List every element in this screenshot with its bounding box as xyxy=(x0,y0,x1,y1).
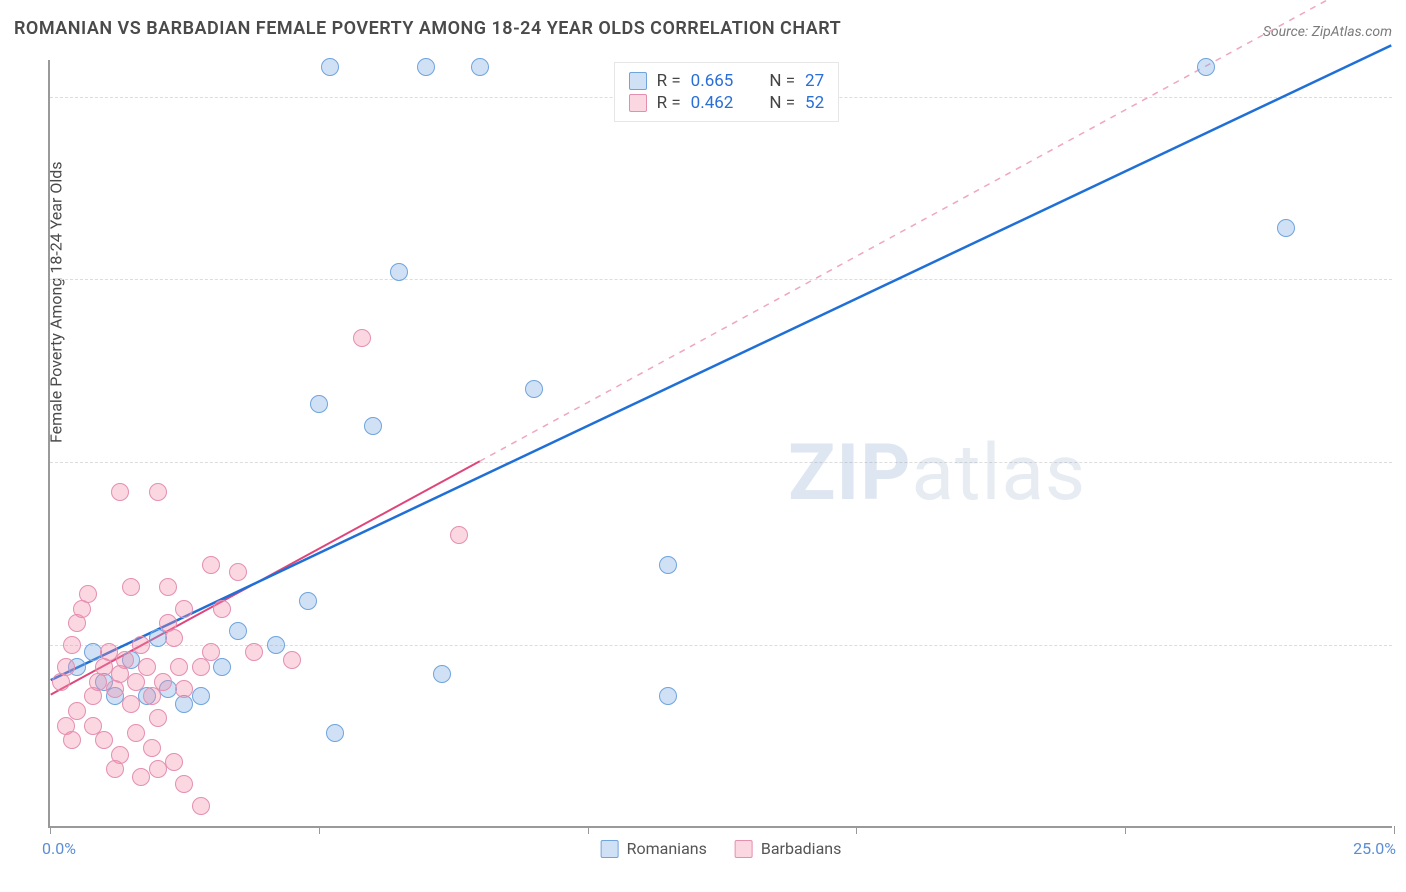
data-point xyxy=(267,636,285,654)
data-point xyxy=(143,739,161,757)
data-point xyxy=(229,622,247,640)
data-point xyxy=(229,563,247,581)
data-point xyxy=(159,578,177,596)
legend-item-series1: Romanians xyxy=(601,839,707,858)
data-point xyxy=(127,673,145,691)
data-point xyxy=(165,753,183,771)
data-point xyxy=(154,673,172,691)
x-tick xyxy=(588,826,589,834)
data-point xyxy=(122,578,140,596)
data-point xyxy=(213,658,231,676)
data-point xyxy=(192,658,210,676)
data-point xyxy=(450,526,468,544)
data-point xyxy=(321,58,339,76)
data-point xyxy=(1197,58,1215,76)
data-point xyxy=(138,658,156,676)
x-tick xyxy=(1125,826,1126,834)
data-point xyxy=(192,687,210,705)
data-point xyxy=(433,665,451,683)
data-point xyxy=(175,775,193,793)
data-point xyxy=(471,58,489,76)
data-point xyxy=(143,687,161,705)
stats-legend-box: R = 0.665 N = 27 R = 0.462 N = 52 xyxy=(614,62,840,122)
data-point xyxy=(175,680,193,698)
data-point xyxy=(390,263,408,281)
data-point xyxy=(310,395,328,413)
x-axis-max-label: 25.0% xyxy=(1353,839,1396,858)
legend-item-series2: Barbadians xyxy=(735,839,842,858)
data-point xyxy=(245,643,263,661)
x-tick xyxy=(1394,826,1395,834)
data-point xyxy=(1277,219,1295,237)
data-point xyxy=(127,724,145,742)
data-point xyxy=(213,600,231,618)
data-point xyxy=(170,658,188,676)
stats-row-series2: R = 0.462 N = 52 xyxy=(629,93,825,113)
x-tick xyxy=(50,826,51,834)
x-axis-min-label: 0.0% xyxy=(42,839,76,858)
data-point xyxy=(175,600,193,618)
data-point xyxy=(149,760,167,778)
data-point xyxy=(326,724,344,742)
data-point xyxy=(106,760,124,778)
data-point xyxy=(165,629,183,647)
data-point xyxy=(63,636,81,654)
data-point xyxy=(132,636,150,654)
plot-area: Female Poverty Among 18-24 Year Olds 25.… xyxy=(48,60,1392,828)
data-point xyxy=(95,731,113,749)
y-axis-label: Female Poverty Among 18-24 Year Olds xyxy=(47,161,66,443)
x-tick xyxy=(319,826,320,834)
chart-title: ROMANIAN VS BARBADIAN FEMALE POVERTY AMO… xyxy=(14,18,841,39)
data-point xyxy=(57,658,75,676)
data-point xyxy=(364,417,382,435)
data-point xyxy=(659,687,677,705)
data-point xyxy=(149,483,167,501)
data-point xyxy=(283,651,301,669)
gridline-h: 75.0% xyxy=(50,279,1392,280)
data-point xyxy=(111,483,129,501)
data-point xyxy=(149,709,167,727)
data-point xyxy=(122,695,140,713)
data-point xyxy=(202,556,220,574)
data-point xyxy=(525,380,543,398)
data-point xyxy=(63,731,81,749)
watermark: ZIPatlas xyxy=(788,428,1086,519)
data-point xyxy=(299,592,317,610)
gridline-h: 50.0% xyxy=(50,462,1392,463)
regression-lines xyxy=(50,60,1392,826)
data-point xyxy=(353,329,371,347)
x-tick xyxy=(856,826,857,834)
data-point xyxy=(192,797,210,815)
data-point xyxy=(79,585,97,603)
data-point xyxy=(659,556,677,574)
data-point xyxy=(116,651,134,669)
stats-row-series1: R = 0.665 N = 27 xyxy=(629,71,825,91)
source-attribution: Source: ZipAtlas.com xyxy=(1263,24,1392,40)
data-point xyxy=(417,58,435,76)
legend-bottom: Romanians Barbadians xyxy=(601,839,842,858)
